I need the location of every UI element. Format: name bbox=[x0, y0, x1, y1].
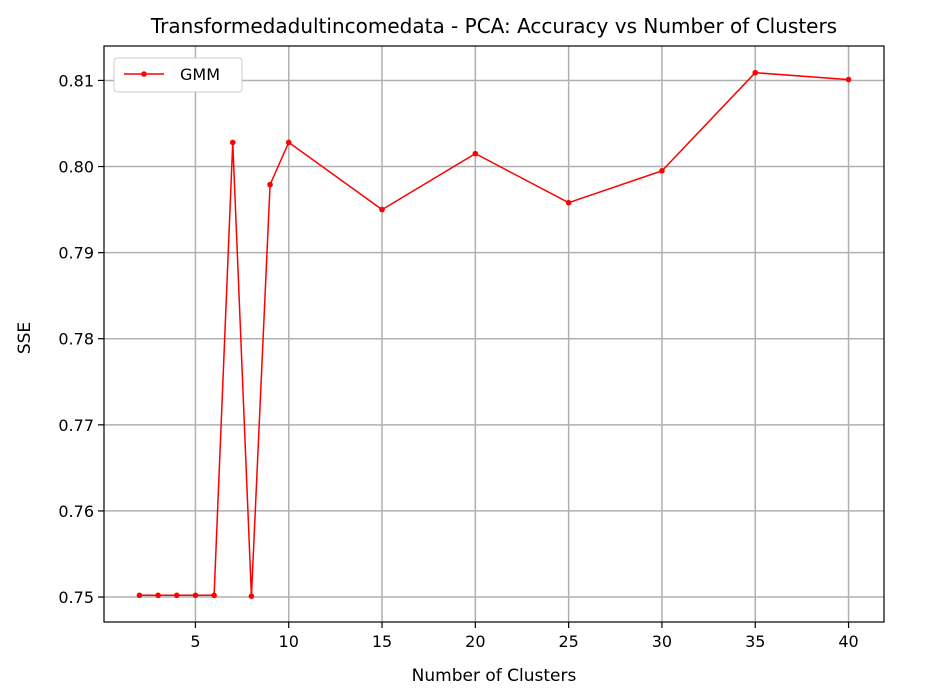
data-point bbox=[192, 592, 199, 599]
ticks-layer: 5 10 15 20 25 30 35 40 0.75 0.76 0.77 0.78 0.79 0.80 0… bbox=[58, 71, 858, 651]
data-point bbox=[379, 206, 385, 213]
data-point bbox=[155, 592, 161, 599]
data-point bbox=[211, 592, 217, 599]
data-point bbox=[173, 592, 180, 599]
legend-marker bbox=[141, 71, 147, 77]
y-tick-label: 0.75 bbox=[58, 588, 94, 607]
y-tick-label: 0.79 bbox=[58, 244, 94, 263]
data-point bbox=[845, 76, 852, 83]
y-tick-label: 0.76 bbox=[58, 502, 94, 521]
series-layer bbox=[136, 69, 852, 599]
x-tick-label: 35 bbox=[745, 632, 765, 651]
x-tick-label: 5 bbox=[190, 632, 200, 651]
y-tick-label: 0.77 bbox=[58, 416, 94, 435]
y-tick-label: 0.78 bbox=[58, 330, 94, 349]
data-point bbox=[752, 69, 759, 76]
plot-frame bbox=[103, 45, 885, 623]
data-point bbox=[659, 168, 665, 174]
y-axis-label: SSE bbox=[15, 322, 35, 354]
x-tick-label: 20 bbox=[465, 632, 485, 651]
x-tick-label: 40 bbox=[838, 632, 858, 651]
data-point bbox=[565, 199, 572, 206]
data-point bbox=[472, 150, 479, 157]
legend-label: GMM bbox=[180, 65, 220, 84]
data-point bbox=[267, 181, 273, 188]
y-tick-label: 0.81 bbox=[58, 71, 94, 90]
data-point bbox=[229, 139, 236, 146]
grid-layer bbox=[104, 46, 884, 622]
data-point bbox=[248, 593, 255, 599]
y-tick-label: 0.80 bbox=[58, 158, 94, 177]
data-point bbox=[136, 592, 143, 599]
x-tick-label: 30 bbox=[652, 632, 672, 651]
chart-title: Transformedadultincomedata - PCA: Accura… bbox=[150, 14, 837, 38]
x-tick-label: 10 bbox=[279, 632, 299, 651]
x-axis-label: Number of Clusters bbox=[412, 666, 577, 686]
x-tick-label: 25 bbox=[558, 632, 578, 651]
x-tick-label: 15 bbox=[372, 632, 392, 651]
data-point bbox=[285, 139, 292, 146]
legend: GMM bbox=[113, 57, 243, 93]
legend-box bbox=[113, 57, 243, 93]
